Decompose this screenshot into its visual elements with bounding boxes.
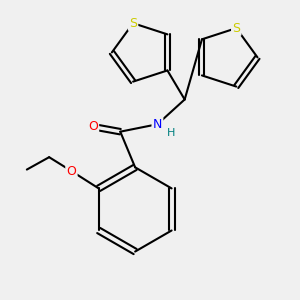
Text: S: S: [232, 22, 240, 35]
Text: O: O: [67, 165, 76, 178]
Text: N: N: [153, 118, 162, 131]
Text: O: O: [88, 120, 98, 133]
Text: S: S: [129, 17, 137, 30]
Text: H: H: [167, 128, 176, 138]
